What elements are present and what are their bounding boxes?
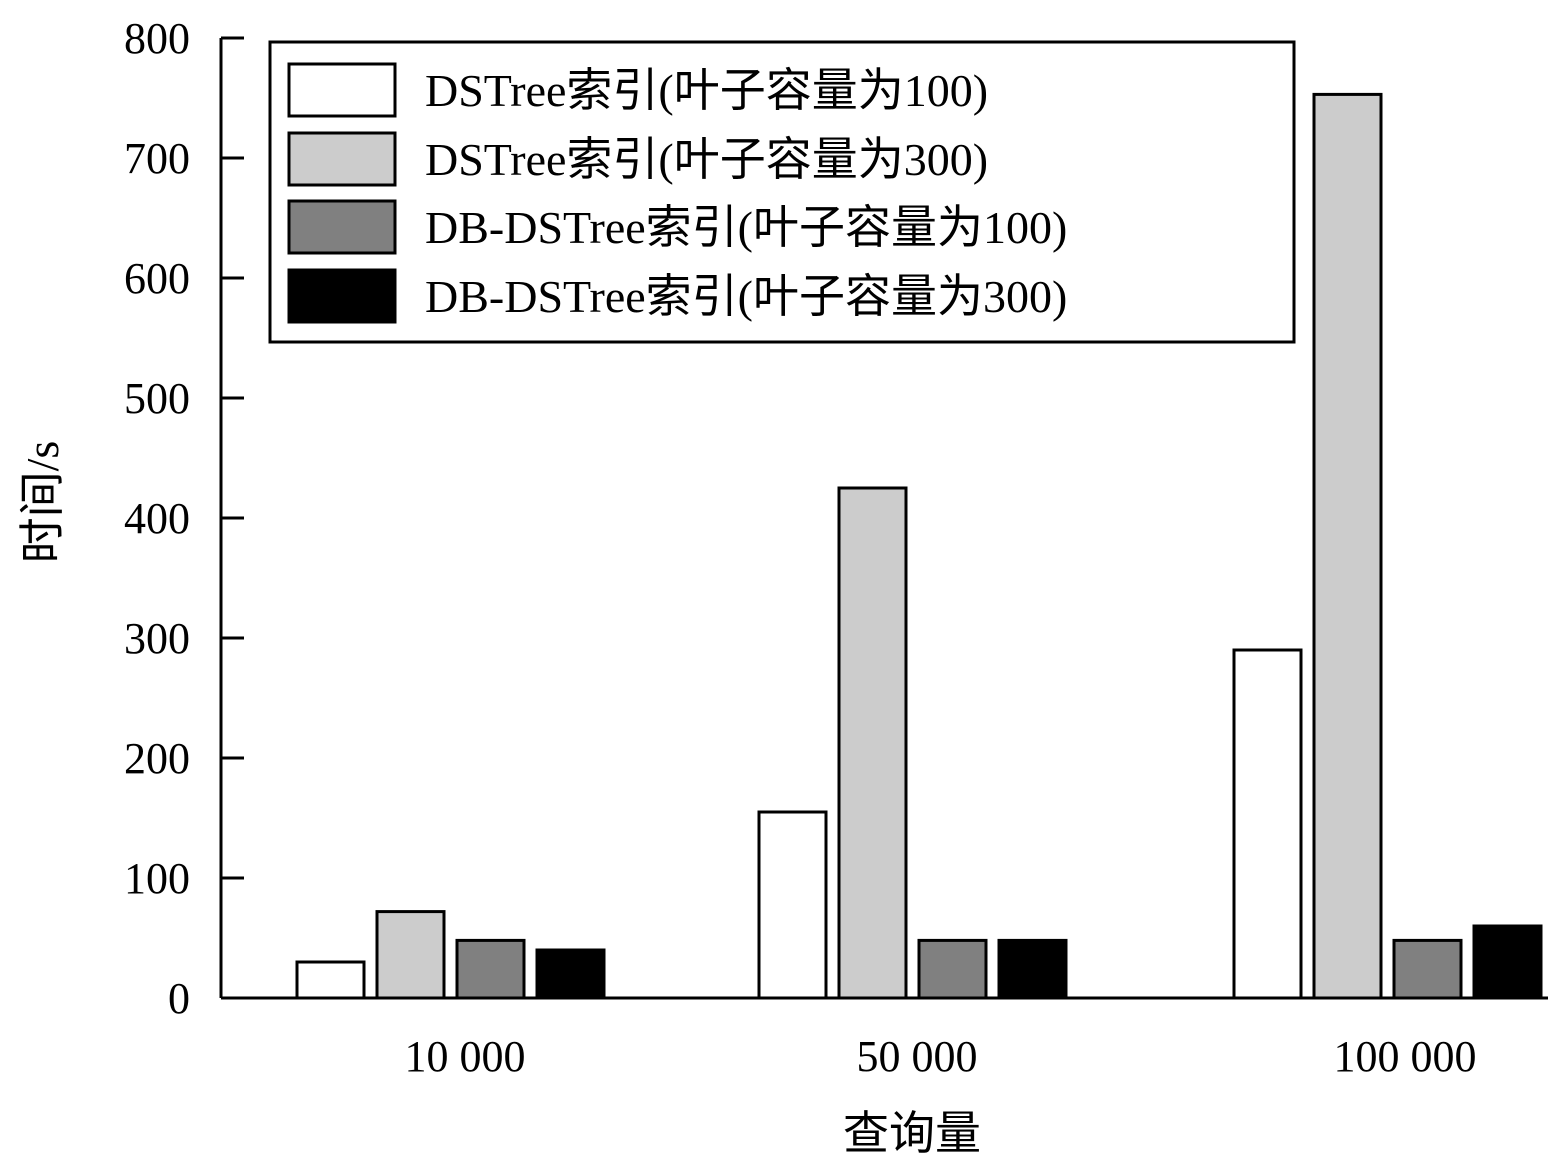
legend-label: DB-DSTree索引(叶子容量为300) bbox=[425, 271, 1067, 322]
bar bbox=[1392, 938, 1463, 1000]
y-tick-label: 300 bbox=[124, 614, 190, 663]
bar bbox=[375, 910, 446, 1000]
bar bbox=[757, 810, 828, 1000]
bar bbox=[997, 938, 1068, 1000]
bar bbox=[1472, 924, 1543, 1000]
y-tick-label: 400 bbox=[124, 494, 190, 543]
y-tick-label: 700 bbox=[124, 134, 190, 183]
legend-swatch bbox=[287, 199, 397, 255]
legend-swatch bbox=[287, 268, 397, 324]
x-ticks: 10 000 50 000 100 000 bbox=[405, 1032, 1477, 1081]
bar bbox=[455, 938, 526, 1000]
y-axis-title: 时间/s bbox=[17, 441, 68, 564]
y-tick-label: 800 bbox=[124, 14, 190, 63]
bar bbox=[535, 948, 606, 1000]
legend-frame bbox=[268, 40, 1296, 344]
bar bbox=[295, 960, 366, 1000]
x-tick-label: 10 000 bbox=[405, 1032, 526, 1081]
x-tick-label: 100 000 bbox=[1334, 1032, 1477, 1081]
legend-swatch bbox=[287, 131, 397, 187]
legend-label: DSTree索引(叶子容量为100) bbox=[425, 65, 988, 116]
bar bbox=[1312, 92, 1383, 1000]
legend-label: DSTree索引(叶子容量为300) bbox=[425, 134, 988, 185]
y-tick-label: 100 bbox=[124, 854, 190, 903]
bar bbox=[837, 486, 908, 1000]
y-tick-label: 600 bbox=[124, 254, 190, 303]
legend-label: DB-DSTree索引(叶子容量为100) bbox=[425, 202, 1067, 253]
bar bbox=[1232, 648, 1303, 1000]
x-tick-label: 50 000 bbox=[857, 1032, 978, 1081]
bar bbox=[917, 938, 988, 1000]
legend: DSTree索引(叶子容量为100) DSTree索引(叶子容量为300) DB-D… bbox=[268, 40, 1296, 344]
y-ticks: 0 100 200 300 400 500 600 700 800 bbox=[124, 14, 244, 1023]
y-tick-label: 200 bbox=[124, 734, 190, 783]
x-axis-title: 查询量 bbox=[843, 1108, 981, 1159]
legend-swatch bbox=[287, 62, 397, 118]
y-tick-label: 0 bbox=[168, 974, 190, 1023]
y-tick-label: 500 bbox=[124, 374, 190, 423]
